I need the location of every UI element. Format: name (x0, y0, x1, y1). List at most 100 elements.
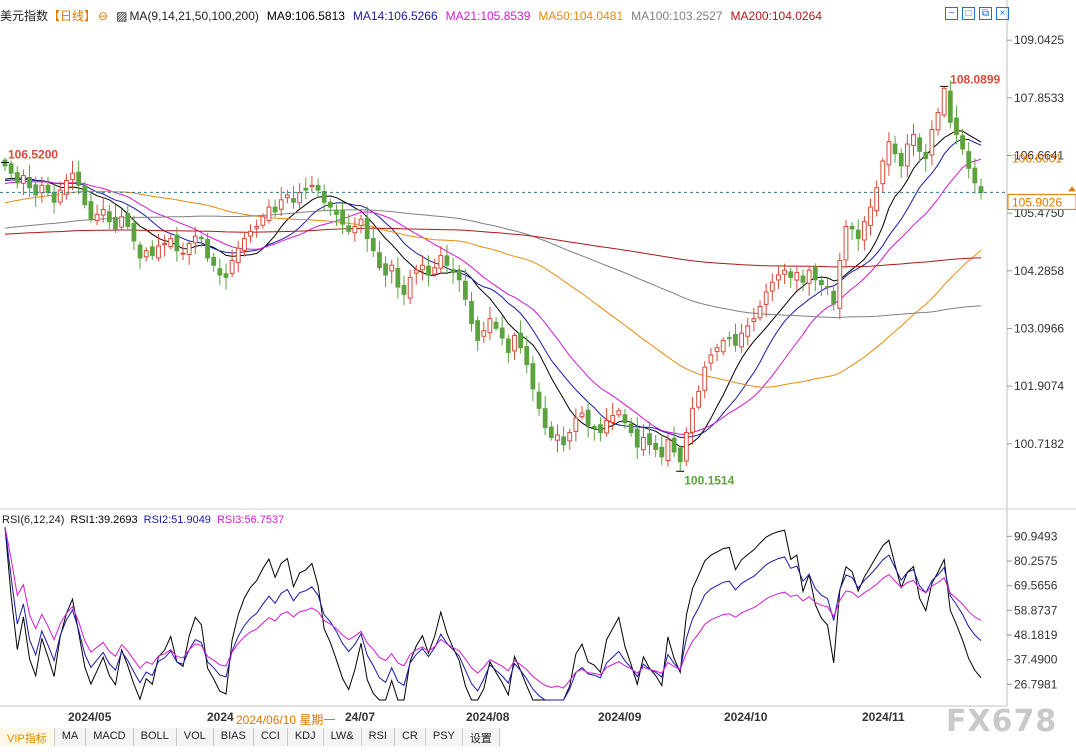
tab-12[interactable]: 设置 (462, 728, 500, 746)
time-label-2: 24/07 (345, 710, 375, 724)
rsi1-value: RSI1:39.2693 (70, 514, 138, 526)
candle-body-39 (241, 238, 247, 251)
candle-body-107 (659, 446, 665, 458)
tab-0[interactable]: VIP指标 (0, 728, 55, 746)
candle-body-50 (309, 184, 315, 188)
candle-body-38 (235, 247, 241, 264)
tab-2[interactable]: MACD (86, 728, 134, 746)
candle-body-138 (849, 225, 855, 230)
tab-9[interactable]: RSI (361, 728, 395, 746)
candle-body-140 (861, 221, 867, 241)
candle-body-20 (125, 213, 131, 227)
tab-6[interactable]: CCI (253, 728, 288, 746)
period-label[interactable]: 【日线】 (48, 9, 97, 23)
candle-body-135 (831, 290, 837, 305)
close-icon[interactable]: × (996, 7, 1009, 20)
candle-body-82 (505, 338, 511, 354)
candle-body-24 (149, 246, 155, 257)
tab-7[interactable]: KDJ (287, 728, 324, 746)
ma-line-100 (4, 209, 982, 319)
candle-body-63 (389, 264, 395, 272)
current-price-box (1007, 193, 1076, 210)
candle-body-4 (27, 177, 32, 189)
candle-body-59 (364, 217, 370, 240)
current-price-arrow (1068, 186, 1076, 192)
candle-body-26 (162, 242, 168, 245)
candle-body-93 (573, 417, 579, 433)
tab-11[interactable]: PSY (425, 728, 463, 746)
candle-body-110 (677, 447, 683, 463)
candle-body-131 (806, 269, 812, 284)
rsi3-value: RSI3:56.7537 (216, 514, 285, 526)
candle-body-19 (119, 216, 125, 228)
candle-body-113 (696, 390, 702, 408)
ma-line-200 (4, 227, 982, 268)
candle-body-80 (493, 321, 499, 329)
candle-body-8 (51, 191, 57, 203)
candle-body-150 (923, 151, 929, 160)
candle-body-40 (248, 230, 253, 237)
candle-body-127 (782, 269, 787, 275)
candle-body-47 (291, 198, 296, 203)
candle-body-87 (536, 391, 542, 409)
candle-body-146 (898, 152, 904, 167)
candle-body-86 (530, 363, 536, 390)
minimize-icon[interactable]: − (945, 7, 958, 20)
candle-body-27 (168, 238, 174, 247)
candle-body-154 (947, 90, 953, 123)
tab-4[interactable]: VOL (176, 728, 214, 746)
rsi-axis: 90.9493 80.2575 69.5656 58.8737 48.1819 37.49… (1007, 529, 1058, 691)
rsi-tick-0: 90.9493 (1014, 529, 1058, 543)
candle-body-45 (278, 199, 284, 210)
candle-body-158 (972, 167, 978, 184)
candle-body-115 (708, 354, 714, 364)
ma-value-3: MA50:104.0481 (538, 9, 624, 23)
ma-line-21 (4, 158, 982, 435)
candle-body-132 (812, 266, 818, 281)
candle-body-91 (561, 436, 566, 446)
candle-body-133 (818, 280, 824, 286)
maximize-icon[interactable]: □ (962, 7, 975, 20)
candle-body-136 (837, 259, 843, 309)
tab-10[interactable]: CR (394, 728, 426, 746)
tab-5[interactable]: BIAS (213, 728, 254, 746)
candle-body-81 (499, 327, 505, 339)
restore-icon[interactable]: ⧉ (979, 7, 992, 20)
candle-body-14 (88, 201, 94, 220)
price-tick-2: 106.6641 (1014, 148, 1064, 162)
candle-body-57 (352, 225, 358, 234)
ma-price-tag: 106.6001 (1012, 152, 1062, 166)
rsi-tick-3: 58.8737 (1014, 603, 1058, 617)
candle-body-129 (794, 272, 800, 281)
tab-3[interactable]: BOLL (133, 728, 177, 746)
chart-annotations: 108.0899 100.1514 106.5200 105.9026 106.… (0, 72, 1076, 487)
tab-8[interactable]: LW& (323, 728, 362, 746)
rsi-tick-5: 37.4900 (1014, 653, 1058, 667)
left-annotation: 106.5200 (8, 147, 58, 161)
indicator-tabs: VIP指标 MA MACD BOLL VOL BIAS CCI KDJ LW& RSI CR PSY 设… (0, 728, 500, 746)
time-label-3: 2024/08 (466, 710, 510, 724)
time-label-5: 2024/10 (724, 710, 768, 724)
candle-body-84 (518, 332, 524, 349)
tab-1[interactable]: MA (54, 728, 87, 746)
candle-body-5 (33, 184, 39, 196)
crosshair-date: 2024/06/10 星期一 (236, 713, 336, 727)
candle-body-104 (640, 436, 646, 451)
toggle-icon[interactable]: ⊖ (98, 9, 109, 23)
candle-body-124 (763, 291, 769, 305)
watermark: FX678 (946, 704, 1058, 739)
candle-body-88 (542, 408, 548, 429)
candle-body-61 (377, 252, 382, 269)
ma-icon[interactable]: ▨ (116, 9, 128, 23)
candle-body-21 (131, 222, 137, 242)
candle-body-58 (358, 218, 364, 226)
candle-body-6 (39, 184, 45, 194)
candle-body-141 (868, 206, 873, 226)
candle-body-114 (702, 366, 708, 391)
moving-average-lines (4, 130, 982, 448)
candle-body-10 (63, 179, 69, 195)
candle-body-60 (370, 237, 376, 252)
candle-body-99 (610, 415, 616, 423)
ma-values: MA9:106.5813 MA14:106.5266 MA21:105.8539 MA… (267, 9, 830, 23)
